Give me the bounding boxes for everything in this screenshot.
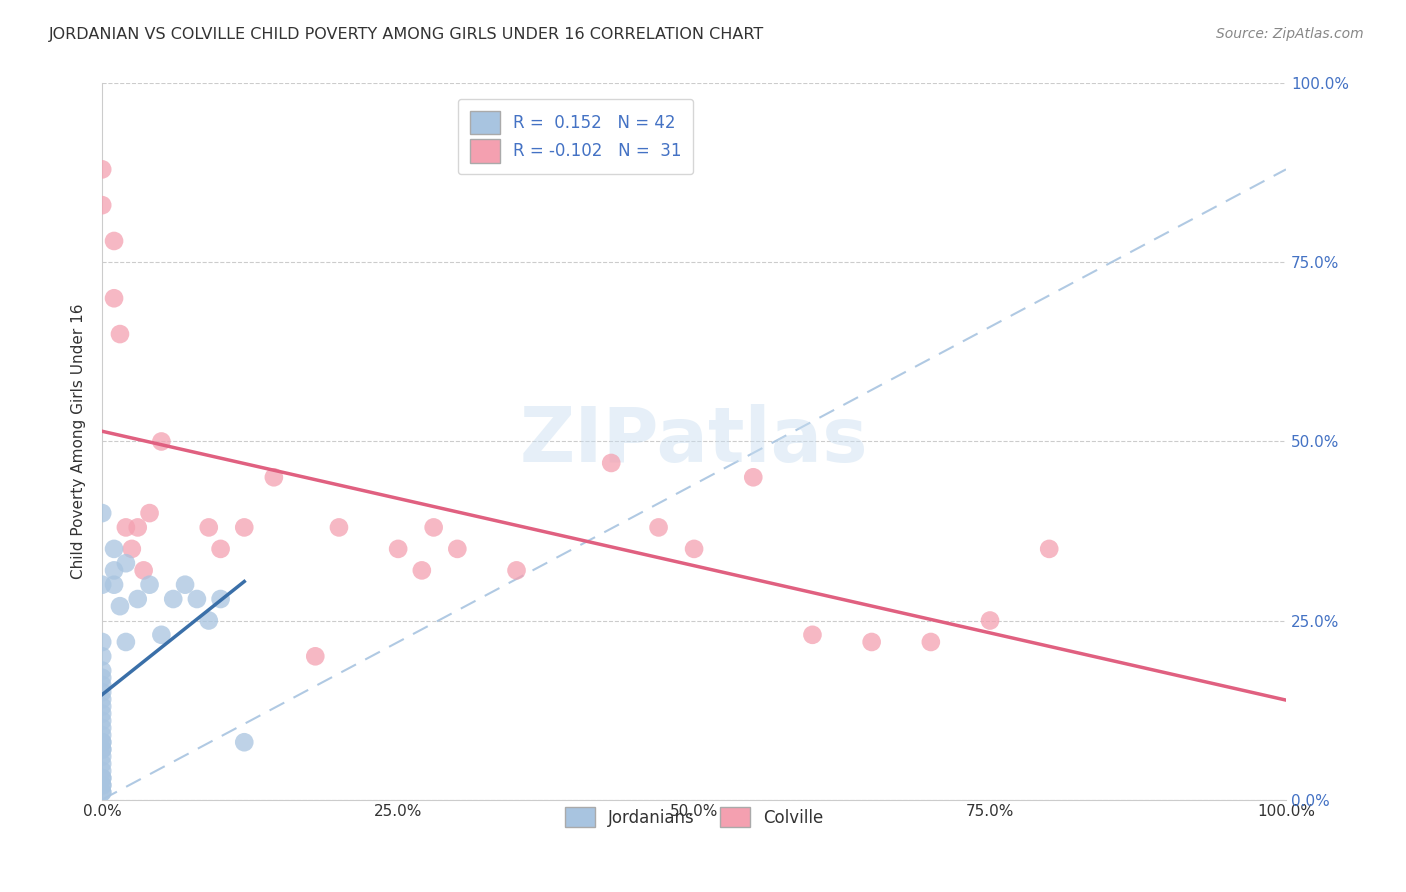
Point [304, 649, 326, 664]
Point [91, 749, 114, 764]
Point [127, 592, 149, 607]
Point [91, 678, 114, 692]
Point [138, 577, 160, 591]
Point [103, 541, 125, 556]
Point [920, 635, 942, 649]
Point [91, 706, 114, 721]
Point [127, 520, 149, 534]
Point [103, 234, 125, 248]
Point [121, 541, 143, 556]
Point [91, 778, 114, 792]
Point [138, 506, 160, 520]
Point [91, 771, 114, 785]
Point [209, 592, 232, 607]
Point [103, 291, 125, 305]
Point [860, 635, 883, 649]
Point [979, 614, 1001, 628]
Point [647, 520, 669, 534]
Point [263, 470, 285, 484]
Point [103, 563, 125, 577]
Point [742, 470, 765, 484]
Text: ZIPatlas: ZIPatlas [520, 404, 869, 478]
Point [108, 599, 131, 614]
Point [328, 520, 350, 534]
Point [600, 456, 623, 470]
Point [91, 735, 114, 749]
Point [91, 506, 114, 520]
Point [91, 778, 114, 792]
Point [91, 728, 114, 742]
Point [91, 664, 114, 678]
Point [233, 735, 256, 749]
Point [186, 592, 208, 607]
Point [91, 577, 114, 591]
Point [132, 563, 155, 577]
Point [91, 785, 114, 799]
Point [115, 635, 138, 649]
Point [505, 563, 527, 577]
Point [91, 735, 114, 749]
Point [233, 520, 256, 534]
Point [91, 671, 114, 685]
Text: JORDANIAN VS COLVILLE CHILD POVERTY AMONG GIRLS UNDER 16 CORRELATION CHART: JORDANIAN VS COLVILLE CHILD POVERTY AMON… [49, 27, 765, 42]
Text: Source: ZipAtlas.com: Source: ZipAtlas.com [1216, 27, 1364, 41]
Point [197, 614, 219, 628]
Point [108, 327, 131, 342]
Point [174, 577, 197, 591]
Point [115, 520, 138, 534]
Point [91, 785, 114, 799]
Point [91, 742, 114, 756]
Y-axis label: Child Poverty Among Girls Under 16: Child Poverty Among Girls Under 16 [72, 304, 86, 579]
Point [91, 635, 114, 649]
Point [91, 771, 114, 785]
Point [446, 541, 468, 556]
Point [91, 162, 114, 177]
Point [91, 649, 114, 664]
Point [801, 628, 824, 642]
Point [209, 541, 232, 556]
Point [103, 577, 125, 591]
Point [422, 520, 444, 534]
Point [91, 699, 114, 714]
Point [1038, 541, 1060, 556]
Point [91, 764, 114, 778]
Point [683, 541, 706, 556]
Point [91, 198, 114, 212]
Point [150, 628, 173, 642]
Point [387, 541, 409, 556]
Point [91, 721, 114, 735]
Point [91, 714, 114, 728]
Point [91, 756, 114, 771]
Point [91, 685, 114, 699]
Point [162, 592, 184, 607]
Point [197, 520, 219, 534]
Point [411, 563, 433, 577]
Legend: Jordanians, Colville: Jordanians, Colville [558, 800, 830, 834]
Point [150, 434, 173, 449]
Point [91, 742, 114, 756]
Point [91, 692, 114, 706]
Point [115, 556, 138, 570]
